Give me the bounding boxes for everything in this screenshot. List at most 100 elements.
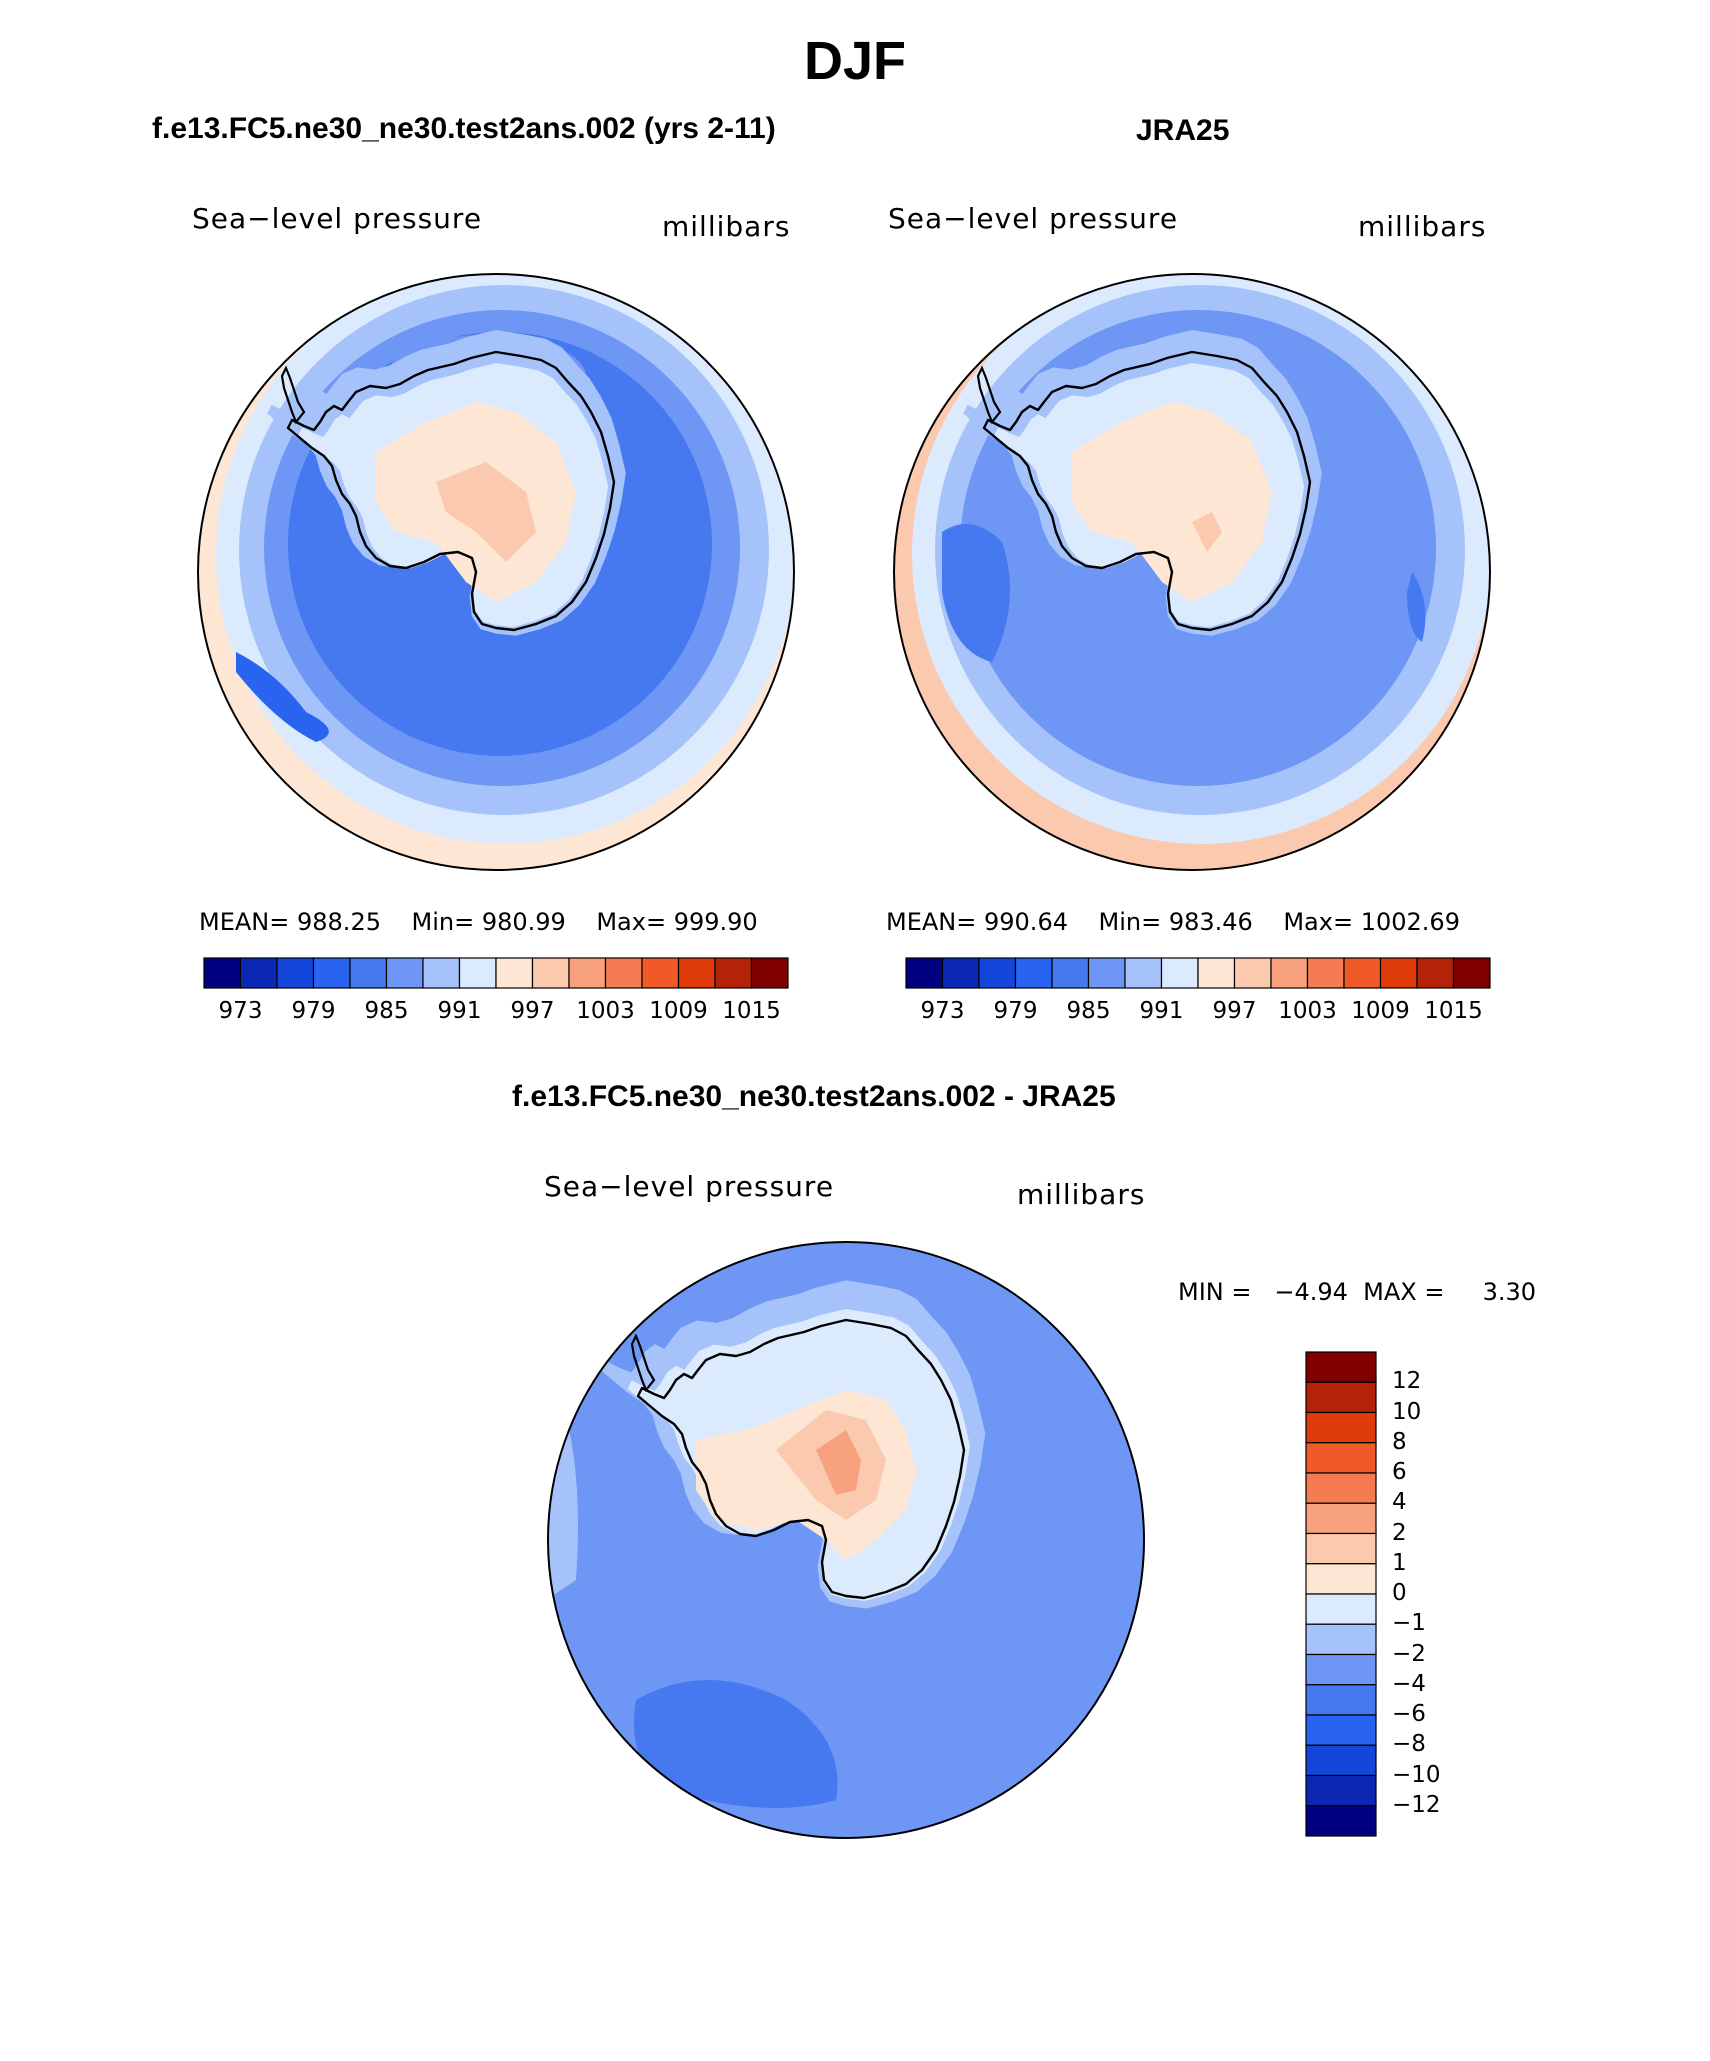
model-min-label: Min= (411, 908, 475, 936)
colorbar-box (1014, 957, 1053, 989)
model-mean-value: 988.25 (297, 908, 381, 936)
colorbar-box (1124, 957, 1163, 989)
colorbar-tick-label: 1003 (1278, 998, 1337, 1024)
model-units-label: millibars (662, 210, 791, 243)
model-max-value: 999.90 (673, 908, 758, 936)
colorbar-tick-label: 997 (510, 998, 555, 1024)
season-title: DJF (803, 31, 906, 91)
colorbar-tick-label: 973 (920, 998, 965, 1024)
obs-min-label: Min= (1098, 908, 1162, 936)
colorbar-tick-label: 997 (1212, 998, 1257, 1024)
colorbar-box (1343, 957, 1382, 989)
colorbar-box (203, 957, 242, 989)
colorbar-box (604, 957, 643, 989)
colorbar-tick-label: 2 (1392, 1519, 1407, 1546)
colorbar-box (1305, 1502, 1377, 1535)
low-center (1407, 572, 1426, 642)
colorbar-box (239, 957, 278, 989)
diff-colorbar (1305, 1351, 1377, 1837)
colorbar-tick-label: 991 (437, 998, 482, 1024)
colorbar-box (1233, 957, 1272, 989)
obs-colorbar (905, 957, 1491, 989)
colorbar-box (1416, 957, 1455, 989)
obs-max-label: Max= (1283, 908, 1354, 936)
map-border (547, 1241, 1145, 1839)
low-anomaly (634, 1680, 838, 1808)
colorbar-box (1305, 1593, 1377, 1625)
colorbar-tick-label: 1009 (649, 998, 708, 1024)
peninsula-coastline (280, 365, 306, 425)
model-mean-label: MEAN= (199, 908, 290, 936)
colorbar-box (677, 957, 716, 989)
colorbar-box (458, 957, 497, 989)
colorbar-tick-label: 973 (218, 998, 263, 1024)
diff-minmax: MIN = −4.94 MAX = 3.30 (1178, 1278, 1537, 1306)
obs-stats: MEAN= 990.64 Min= 983.46 Max= 1002.69 (886, 908, 1460, 936)
colorbar-box (905, 957, 944, 989)
colorbar-box (1452, 957, 1491, 989)
obs-case-title: JRA25 (1136, 114, 1230, 147)
colorbar-tick-label: 8 (1392, 1428, 1407, 1455)
colorbar-box (1306, 957, 1345, 989)
colorbar-tick-label: −6 (1392, 1701, 1426, 1727)
colorbar-box (531, 957, 570, 989)
obs-min-value: 983.46 (1168, 908, 1253, 936)
high-shade (1192, 512, 1222, 552)
colorbar-tick-label: 985 (364, 998, 409, 1024)
colorbar-box (1051, 957, 1090, 989)
colorbar-tick-label: −1 (1392, 1610, 1426, 1637)
colorbar-tick-label: 979 (993, 998, 1038, 1024)
colorbar-box (422, 957, 461, 989)
colorbar-tick-label: 1003 (576, 998, 635, 1024)
obs-units-label: millibars (1358, 210, 1487, 243)
colorbar-box (1305, 1442, 1377, 1474)
antarctica-coastline (636, 1318, 966, 1600)
colorbar-tick-label: −12 (1392, 1791, 1441, 1818)
low-center (236, 652, 329, 742)
model-polar-map (197, 273, 795, 871)
colorbar-tick-label: −8 (1392, 1731, 1426, 1758)
map-border (197, 273, 795, 871)
colorbar-tick-label: 4 (1392, 1489, 1407, 1516)
obs-mean-value: 990.64 (984, 908, 1068, 936)
colorbar-tick-label: 6 (1392, 1459, 1407, 1485)
colorbar-box (1305, 1351, 1377, 1383)
colorbar-box (349, 957, 388, 989)
colorbar-tick-label: 991 (1139, 998, 1184, 1024)
antarctica-coastline (286, 350, 616, 632)
model-case-title: f.e13.FC5.ne30_ne30.test2ans.002 (yrs 2-… (152, 112, 776, 145)
antarctica-coastline (982, 350, 1312, 632)
colorbar-box (1305, 1653, 1377, 1686)
diff-polar-map (547, 1241, 1145, 1839)
colorbar-tick-label: −10 (1392, 1761, 1441, 1788)
high-shade (436, 462, 536, 562)
peak-shade (816, 1430, 861, 1495)
colorbar-box (1379, 957, 1418, 989)
colorbar-box (1305, 1774, 1377, 1807)
colorbar-box (714, 957, 753, 989)
obs-mean-label: MEAN= (886, 908, 977, 936)
colorbar-box (1160, 957, 1199, 989)
diff-case-title: f.e13.FC5.ne30_ne30.test2ans.002 - JRA25 (512, 1080, 1116, 1113)
colorbar-box (568, 957, 607, 989)
colorbar-tick-label: 0 (1392, 1580, 1407, 1606)
obs-max-value: 1002.69 (1360, 908, 1460, 936)
colorbar-tick-label: −4 (1392, 1670, 1426, 1697)
colorbar-box (1305, 1623, 1377, 1656)
colorbar-tick-label: 10 (1392, 1398, 1422, 1425)
colorbar-box (495, 957, 534, 989)
colorbar-box (1305, 1411, 1377, 1444)
diff-units-label: millibars (1017, 1178, 1146, 1211)
colorbar-box (1305, 1563, 1377, 1595)
colorbar-box (1305, 1805, 1377, 1837)
colorbar-box (1305, 1684, 1377, 1716)
diff-variable-label: Sea−level pressure (544, 1170, 835, 1203)
colorbar-tick-label: 1015 (1424, 998, 1483, 1024)
model-stats: MEAN= 988.25 Min= 980.99 Max= 999.90 (199, 908, 758, 936)
colorbar-box (1305, 1381, 1377, 1414)
colorbar-box (385, 957, 424, 989)
colorbar-tick-label: 979 (291, 998, 336, 1024)
colorbar-box (276, 957, 315, 989)
colorbar-tick-label: 1 (1392, 1549, 1407, 1576)
peninsula-coastline (630, 1333, 656, 1393)
